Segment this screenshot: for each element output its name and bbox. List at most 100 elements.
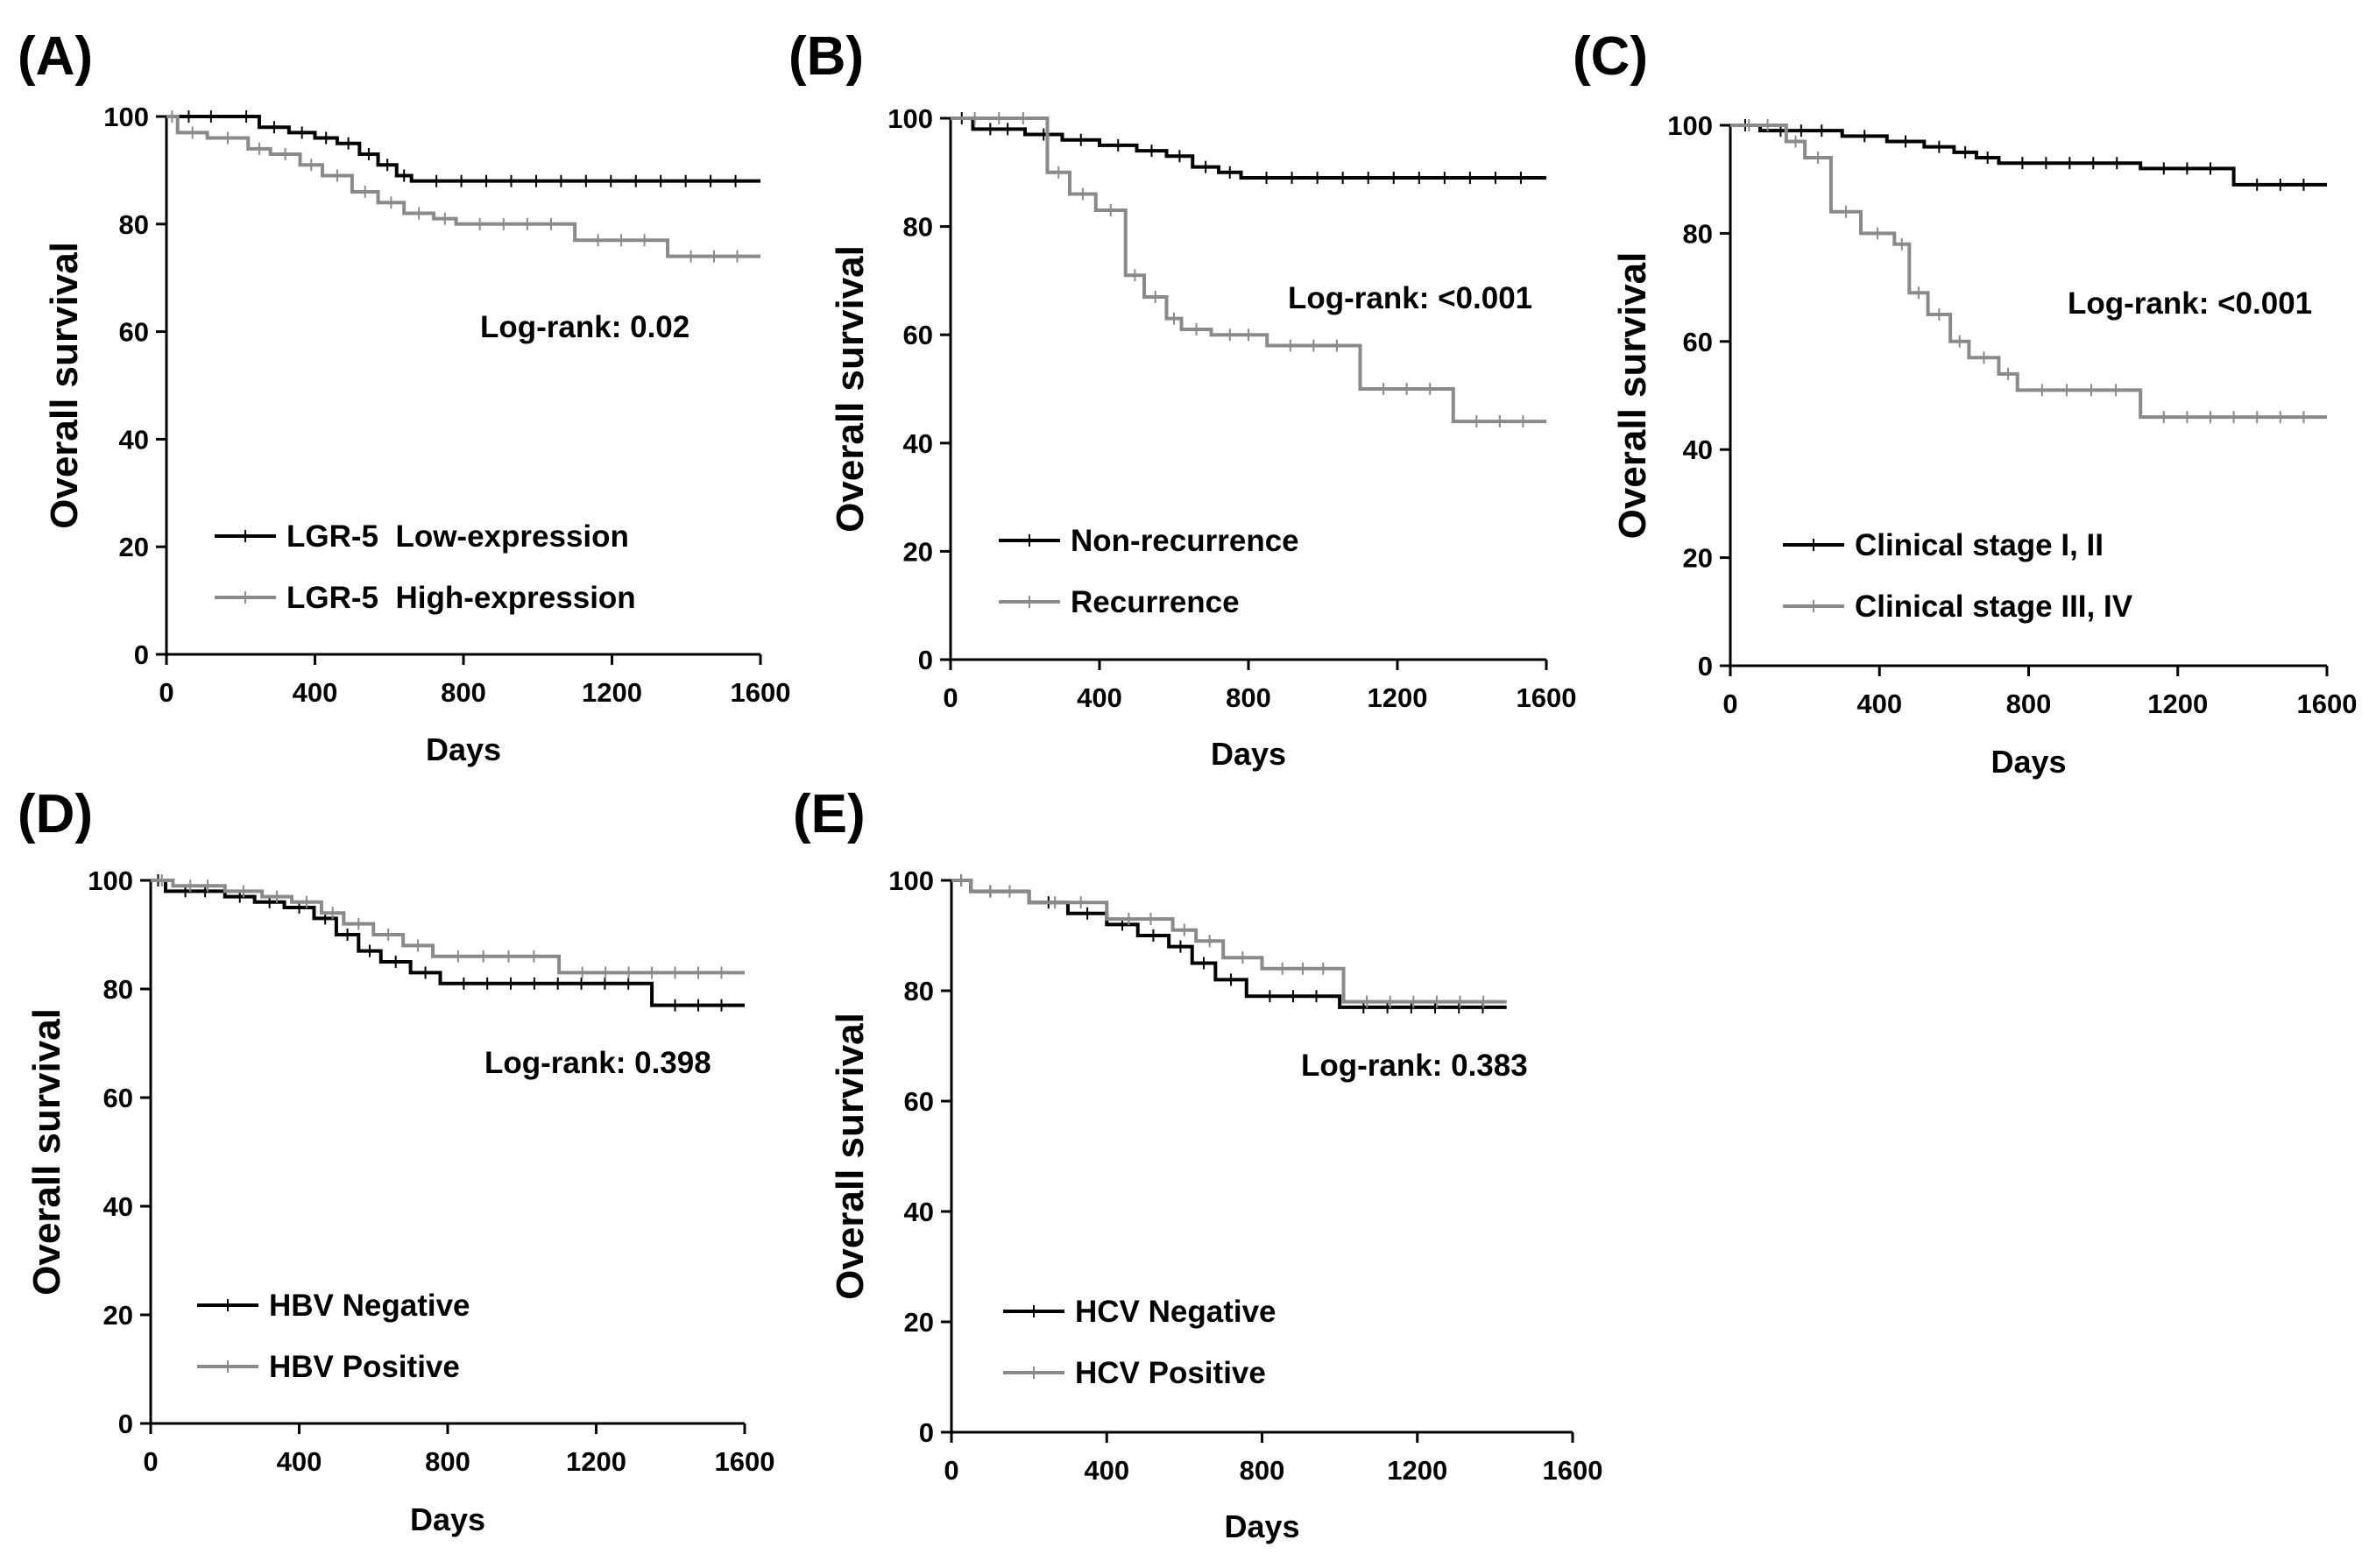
log-rank-annotation: Log-rank: <0.001 (1288, 281, 1532, 315)
legend-label: Clinical stage I, II (1855, 528, 2104, 562)
x-tick-label: 0 (943, 682, 958, 713)
log-rank-annotation: Log-rank: 0.02 (480, 310, 689, 344)
y-tick-label: 0 (919, 1417, 934, 1448)
y-tick-label: 60 (903, 320, 933, 350)
y-tick-label: 20 (103, 1300, 133, 1331)
x-tick-label: 800 (441, 677, 486, 708)
survival-curve-comparison (166, 115, 760, 258)
y-axis-title: Overall survival (829, 245, 872, 533)
y-tick-label: 80 (904, 976, 934, 1006)
x-tick-label: 400 (1856, 689, 1902, 719)
x-tick-label: 0 (1722, 689, 1737, 719)
y-tick-label: 40 (904, 1197, 934, 1227)
legend-label: Clinical stage III, IV (1855, 590, 2133, 624)
x-axis-title: Days (410, 1501, 485, 1537)
panel-a: (A) 0 20 40 60 80 100 0 400 800 1200 1600 Days Overal… (18, 26, 790, 767)
x-tick-label: 0 (143, 1446, 158, 1477)
panel-label: (A) (18, 26, 93, 87)
x-axis-title: Days (1991, 744, 2066, 780)
x-tick-label: 1600 (2297, 689, 2358, 719)
y-tick-label: 100 (88, 865, 133, 896)
y-axis-title: Overall survival (43, 242, 86, 529)
y-tick-label: 80 (103, 974, 133, 1005)
x-tick-label: 0 (159, 677, 173, 708)
y-tick-label: 0 (134, 639, 149, 670)
legend-label: Recurrence (1071, 585, 1240, 619)
panel-d: (D) 0 20 40 60 80 100 0 400 800 1200 1600 Days Overal… (18, 784, 774, 1537)
x-tick-label: 400 (277, 1446, 322, 1477)
y-tick-label: 20 (119, 532, 149, 562)
x-tick-label: 1600 (1517, 682, 1577, 713)
y-tick-label: 20 (903, 536, 933, 567)
log-rank-annotation: Log-rank: 0.398 (484, 1046, 711, 1080)
x-tick-label: 1200 (1387, 1455, 1447, 1486)
y-tick-label: 80 (903, 212, 933, 243)
x-tick-label: 1600 (1543, 1455, 1603, 1486)
y-tick-label: 40 (103, 1191, 133, 1222)
y-axis-title: Overall survival (25, 1008, 68, 1296)
x-axis-title: Days (1224, 1508, 1299, 1544)
x-tick-label: 400 (1084, 1455, 1129, 1486)
survival-curve-reference (166, 115, 760, 183)
survival-curve-comparison (1730, 124, 2327, 420)
panel-label: (E) (793, 784, 866, 844)
survival-curve-reference (951, 879, 1507, 1009)
y-tick-label: 60 (103, 1083, 133, 1113)
legend-label: Non-recurrence (1071, 524, 1299, 558)
x-axis-title: Days (426, 731, 501, 767)
y-tick-label: 60 (904, 1086, 934, 1117)
legend-label: LGR-5 High-expression (286, 581, 636, 615)
x-tick-label: 1600 (715, 1446, 775, 1477)
log-rank-annotation: Log-rank: <0.001 (2068, 286, 2312, 321)
panel-label: (C) (1573, 26, 1648, 87)
panel-b: (B) 0 20 40 60 80 100 0 400 800 1200 1600 Days Overal… (788, 26, 1576, 772)
x-axis-title: Days (1211, 736, 1286, 772)
y-tick-label: 80 (119, 209, 149, 240)
y-tick-label: 0 (118, 1409, 133, 1439)
panel-c: (C) 0 20 40 60 80 100 0 400 800 1200 1600 Days Overal… (1573, 26, 2357, 780)
panel-label: (B) (788, 26, 864, 87)
legend-label: HBV Negative (269, 1289, 470, 1323)
legend-label: HCV Positive (1075, 1356, 1266, 1390)
survival-curve-reference (1730, 124, 2327, 187)
y-tick-label: 40 (1683, 434, 1713, 465)
legend-label: HBV Positive (269, 1350, 460, 1384)
y-tick-label: 100 (1667, 110, 1713, 141)
y-axis-title: Overall survival (829, 1013, 872, 1300)
y-tick-label: 60 (1683, 327, 1713, 357)
y-axis-title: Overall survival (1611, 252, 1654, 540)
y-tick-label: 0 (918, 645, 933, 675)
x-tick-label: 400 (293, 677, 338, 708)
x-tick-label: 0 (944, 1455, 958, 1486)
survival-curve-reference (951, 117, 1546, 180)
x-tick-label: 800 (1240, 1455, 1285, 1486)
y-tick-label: 60 (119, 317, 149, 348)
survival-curve-comparison (951, 879, 1507, 1004)
log-rank-annotation: Log-rank: 0.383 (1301, 1049, 1528, 1083)
x-tick-label: 1200 (566, 1446, 626, 1477)
y-tick-label: 0 (1698, 651, 1713, 682)
y-tick-label: 100 (888, 865, 934, 896)
survival-curve-reference (151, 879, 745, 1007)
y-tick-label: 40 (119, 424, 149, 455)
y-tick-label: 80 (1683, 218, 1713, 249)
panel-e: (E) 0 20 40 60 80 100 0 400 800 1200 1600 Days Overal… (793, 784, 1602, 1544)
y-tick-label: 20 (904, 1307, 934, 1338)
y-tick-label: 20 (1683, 543, 1713, 574)
x-tick-label: 1200 (2147, 689, 2208, 719)
survival-curve-comparison (951, 117, 1546, 424)
x-tick-label: 1200 (1368, 682, 1428, 713)
x-tick-label: 1600 (731, 677, 791, 708)
legend-label: LGR-5 Low-expression (286, 519, 629, 554)
y-tick-label: 40 (903, 428, 933, 459)
legend-label: HCV Negative (1075, 1295, 1276, 1329)
y-tick-label: 100 (887, 103, 933, 134)
y-tick-label: 100 (103, 102, 149, 132)
x-tick-label: 800 (2006, 689, 2052, 719)
x-tick-label: 1200 (582, 677, 642, 708)
x-tick-label: 400 (1077, 682, 1122, 713)
x-tick-label: 800 (425, 1446, 470, 1477)
x-tick-label: 800 (1226, 682, 1271, 713)
panel-label: (D) (18, 784, 93, 844)
